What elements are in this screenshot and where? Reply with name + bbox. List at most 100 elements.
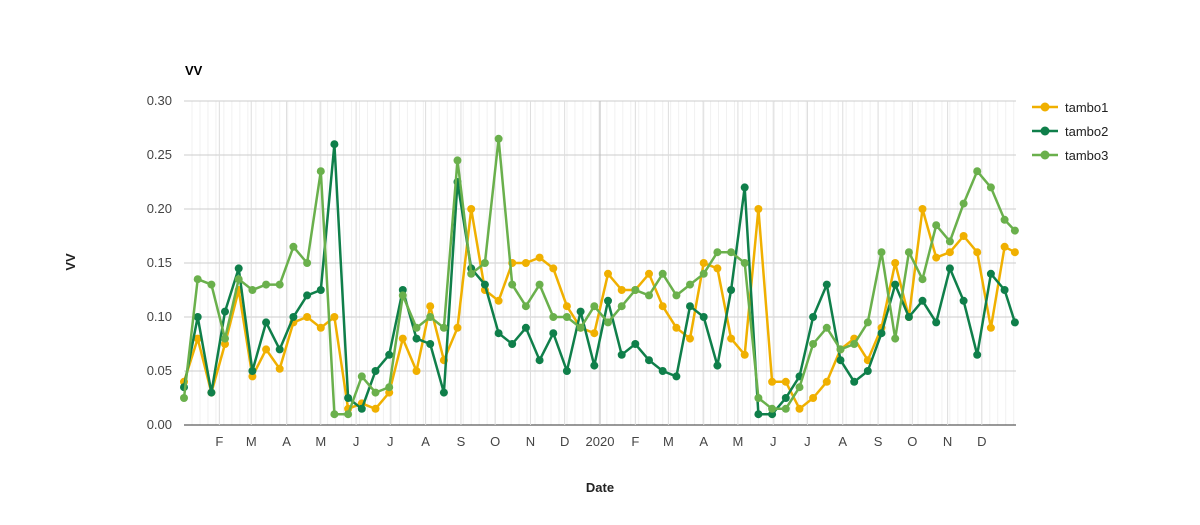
data-point-tambo1[interactable] [918, 205, 927, 213]
data-point-tambo3[interactable] [959, 199, 968, 208]
data-point-tambo3[interactable] [973, 167, 982, 176]
data-point-tambo1[interactable] [932, 253, 941, 262]
data-point-tambo3[interactable] [453, 156, 462, 165]
data-point-tambo1[interactable] [754, 205, 763, 213]
data-point-tambo3[interactable] [604, 318, 612, 327]
data-point-tambo3[interactable] [221, 334, 229, 343]
data-point-tambo2[interactable] [357, 404, 366, 413]
data-point-tambo2[interactable] [658, 367, 667, 375]
data-point-tambo1[interactable] [986, 323, 995, 332]
data-point-tambo1[interactable] [645, 269, 653, 278]
data-point-tambo1[interactable] [494, 296, 503, 305]
data-point-tambo2[interactable] [521, 323, 530, 332]
data-point-tambo2[interactable] [850, 377, 859, 386]
data-point-tambo3[interactable] [207, 280, 216, 289]
data-point-tambo3[interactable] [316, 167, 325, 176]
data-point-tambo3[interactable] [275, 280, 284, 289]
data-point-tambo3[interactable] [891, 334, 900, 343]
data-point-tambo2[interactable] [836, 356, 845, 365]
data-point-tambo2[interactable] [631, 340, 640, 348]
data-point-tambo2[interactable] [686, 302, 694, 311]
data-point-tambo3[interactable] [330, 410, 339, 419]
data-point-tambo1[interactable] [521, 259, 530, 267]
data-point-tambo2[interactable] [330, 140, 339, 149]
data-point-tambo1[interactable] [809, 394, 818, 402]
data-point-tambo1[interactable] [699, 259, 708, 267]
data-point-tambo3[interactable] [576, 323, 585, 332]
data-point-tambo3[interactable] [781, 404, 790, 413]
data-point-tambo1[interactable] [330, 313, 339, 321]
data-point-tambo1[interactable] [275, 364, 284, 373]
data-point-tambo3[interactable] [289, 242, 298, 251]
data-point-tambo2[interactable] [617, 350, 626, 359]
data-point-tambo1[interactable] [535, 253, 544, 262]
data-point-tambo1[interactable] [193, 334, 202, 343]
data-point-tambo1[interactable] [453, 323, 462, 332]
data-point-tambo3[interactable] [658, 269, 667, 278]
data-point-tambo3[interactable] [508, 280, 517, 289]
data-point-tambo3[interactable] [822, 323, 831, 332]
data-point-tambo2[interactable] [1010, 318, 1019, 327]
data-point-tambo2[interactable] [672, 372, 681, 381]
data-point-tambo3[interactable] [248, 286, 257, 294]
data-point-tambo2[interactable] [385, 350, 394, 359]
data-point-tambo3[interactable] [672, 291, 681, 300]
data-point-tambo2[interactable] [248, 367, 257, 375]
data-point-tambo1[interactable] [398, 334, 407, 343]
data-point-tambo3[interactable] [344, 410, 353, 419]
data-point-tambo2[interactable] [973, 350, 982, 359]
data-point-tambo2[interactable] [303, 291, 312, 300]
data-point-tambo1[interactable] [549, 264, 558, 273]
data-point-tambo3[interactable] [385, 383, 394, 392]
data-point-tambo2[interactable] [193, 313, 202, 321]
data-point-tambo3[interactable] [904, 248, 913, 257]
data-point-tambo3[interactable] [549, 313, 558, 321]
data-point-tambo3[interactable] [398, 291, 407, 300]
data-point-tambo3[interactable] [727, 248, 736, 257]
data-point-tambo2[interactable] [891, 280, 900, 289]
data-point-tambo2[interactable] [562, 367, 571, 375]
data-point-tambo3[interactable] [740, 259, 749, 267]
data-point-tambo2[interactable] [699, 313, 708, 321]
data-point-tambo2[interactable] [877, 329, 886, 338]
data-point-tambo1[interactable] [303, 313, 312, 321]
data-point-tambo3[interactable] [371, 388, 380, 397]
data-point-tambo2[interactable] [863, 367, 872, 375]
data-point-tambo2[interactable] [959, 296, 968, 305]
data-point-tambo3[interactable] [426, 313, 435, 321]
data-point-tambo1[interactable] [740, 350, 749, 359]
data-point-tambo3[interactable] [1000, 215, 1009, 224]
data-point-tambo2[interactable] [426, 340, 435, 348]
data-point-tambo1[interactable] [412, 367, 421, 375]
data-point-tambo1[interactable] [822, 377, 831, 386]
data-point-tambo2[interactable] [371, 367, 380, 375]
data-point-tambo3[interactable] [535, 280, 544, 289]
data-point-tambo3[interactable] [412, 323, 421, 332]
data-point-tambo1[interactable] [371, 404, 380, 413]
data-point-tambo2[interactable] [344, 394, 353, 402]
data-point-tambo1[interactable] [658, 302, 667, 311]
data-point-tambo2[interactable] [262, 318, 271, 327]
data-point-tambo3[interactable] [986, 183, 995, 192]
data-point-tambo1[interactable] [686, 334, 694, 343]
data-point-tambo2[interactable] [549, 329, 558, 338]
data-point-tambo1[interactable] [604, 269, 612, 278]
data-point-tambo3[interactable] [836, 345, 845, 354]
data-point-tambo3[interactable] [590, 302, 599, 311]
data-point-tambo3[interactable] [494, 134, 503, 143]
data-point-tambo3[interactable] [234, 275, 243, 284]
data-point-tambo3[interactable] [850, 340, 859, 348]
legend-item-tambo2[interactable]: tambo2 [1032, 124, 1108, 139]
data-point-tambo2[interactable] [740, 183, 749, 192]
data-point-tambo1[interactable] [672, 323, 681, 332]
data-point-tambo3[interactable] [480, 259, 489, 267]
data-point-tambo2[interactable] [412, 334, 421, 343]
data-point-tambo2[interactable] [809, 313, 818, 321]
data-point-tambo3[interactable] [262, 280, 271, 289]
data-point-tambo2[interactable] [535, 356, 544, 365]
data-point-tambo2[interactable] [727, 286, 736, 294]
data-point-tambo3[interactable] [809, 340, 818, 348]
data-point-tambo3[interactable] [1010, 226, 1019, 235]
data-point-tambo2[interactable] [480, 280, 489, 289]
data-point-tambo3[interactable] [713, 248, 722, 257]
